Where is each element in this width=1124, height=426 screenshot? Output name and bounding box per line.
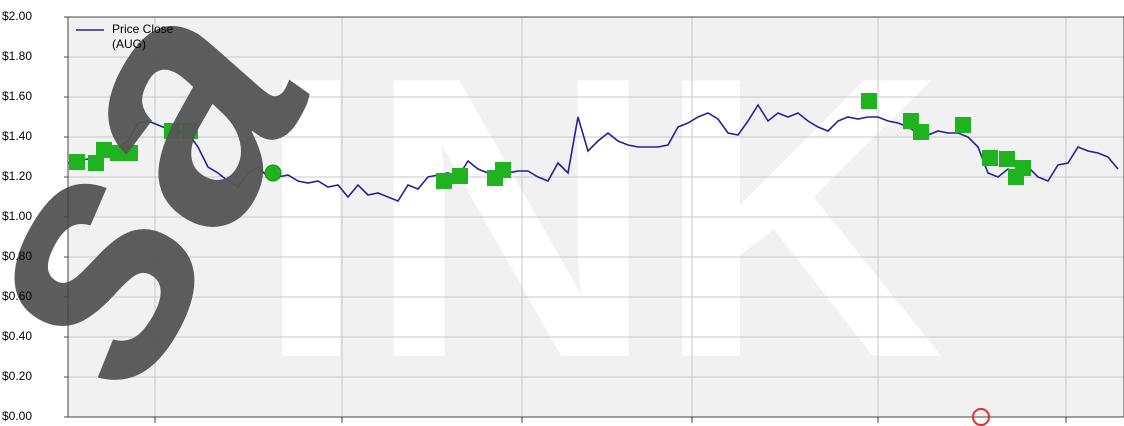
y-tick-label: $1.80	[2, 49, 32, 63]
y-tick-label: $1.60	[2, 89, 32, 103]
y-tick-label: $1.40	[2, 129, 32, 143]
square-marker	[436, 173, 452, 189]
square-marker	[164, 123, 180, 139]
square-marker	[955, 117, 971, 133]
open-circle-marker	[972, 408, 990, 426]
y-tick-label: $0.40	[2, 329, 32, 343]
circle-marker	[264, 164, 282, 182]
watermark: INK	[256, 0, 945, 426]
square-marker	[982, 150, 998, 166]
y-tick-label: $0.20	[2, 369, 32, 383]
square-marker	[96, 142, 112, 158]
legend-label: Price Close	[112, 22, 174, 36]
square-marker	[88, 155, 104, 171]
square-marker	[913, 124, 929, 140]
y-tick-label: $0.60	[2, 289, 32, 303]
square-marker	[495, 162, 511, 178]
y-tick-label: $0.00	[2, 409, 32, 423]
square-marker	[182, 123, 198, 139]
y-tick-label: $1.00	[2, 209, 32, 223]
y-tick-label: $2.00	[2, 9, 32, 23]
square-marker	[69, 154, 85, 170]
legend-label: (AUG)	[112, 37, 146, 51]
square-marker	[122, 145, 138, 161]
square-marker	[1015, 160, 1031, 176]
square-marker	[861, 93, 877, 109]
y-tick-label: $0.80	[2, 249, 32, 263]
price-line	[67, 103, 1119, 202]
square-marker	[452, 168, 468, 184]
square-marker	[999, 151, 1015, 167]
y-tick-label: $1.20	[2, 169, 32, 183]
